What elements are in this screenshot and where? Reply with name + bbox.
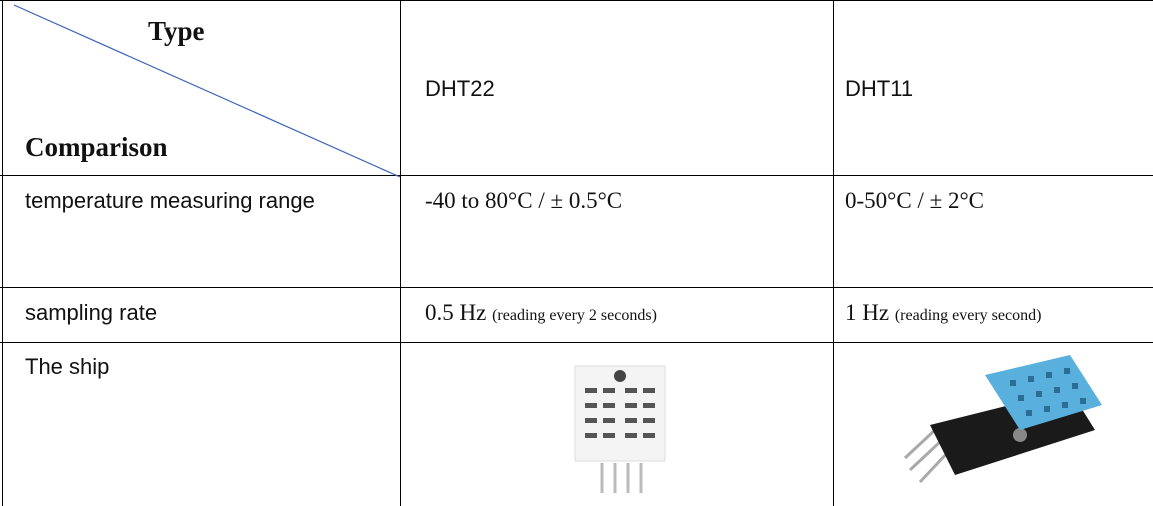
border <box>0 342 1153 343</box>
page: Type Comparison DHT22 DHT11 temperature … <box>0 0 1153 506</box>
cell-note: (reading every second) <box>895 307 1042 324</box>
column-header: DHT22 <box>425 66 495 112</box>
dht22-image <box>570 358 670 498</box>
row-label: The ship <box>25 344 109 390</box>
corner-top: Type <box>148 8 205 54</box>
border <box>833 0 834 506</box>
cell: 1 Hz (reading every second) <box>845 290 1041 339</box>
column-header: DHT11 <box>845 66 913 112</box>
cell: -40 to 80°C / ± 0.5°C <box>425 178 622 224</box>
cell-main: 0.5 Hz <box>425 300 486 325</box>
cell-note: (reading every 2 seconds) <box>492 307 657 324</box>
corner-bottom: Comparison <box>25 124 168 170</box>
cell: 0-50°C / ± 2°C <box>845 178 984 224</box>
row-label: temperature measuring range <box>25 178 365 224</box>
dht11-image <box>880 350 1110 500</box>
border <box>0 287 1153 288</box>
cell: 0.5 Hz (reading every 2 seconds) <box>425 290 657 339</box>
row-label: sampling rate <box>25 290 157 336</box>
cell-main: 1 Hz <box>845 300 889 325</box>
